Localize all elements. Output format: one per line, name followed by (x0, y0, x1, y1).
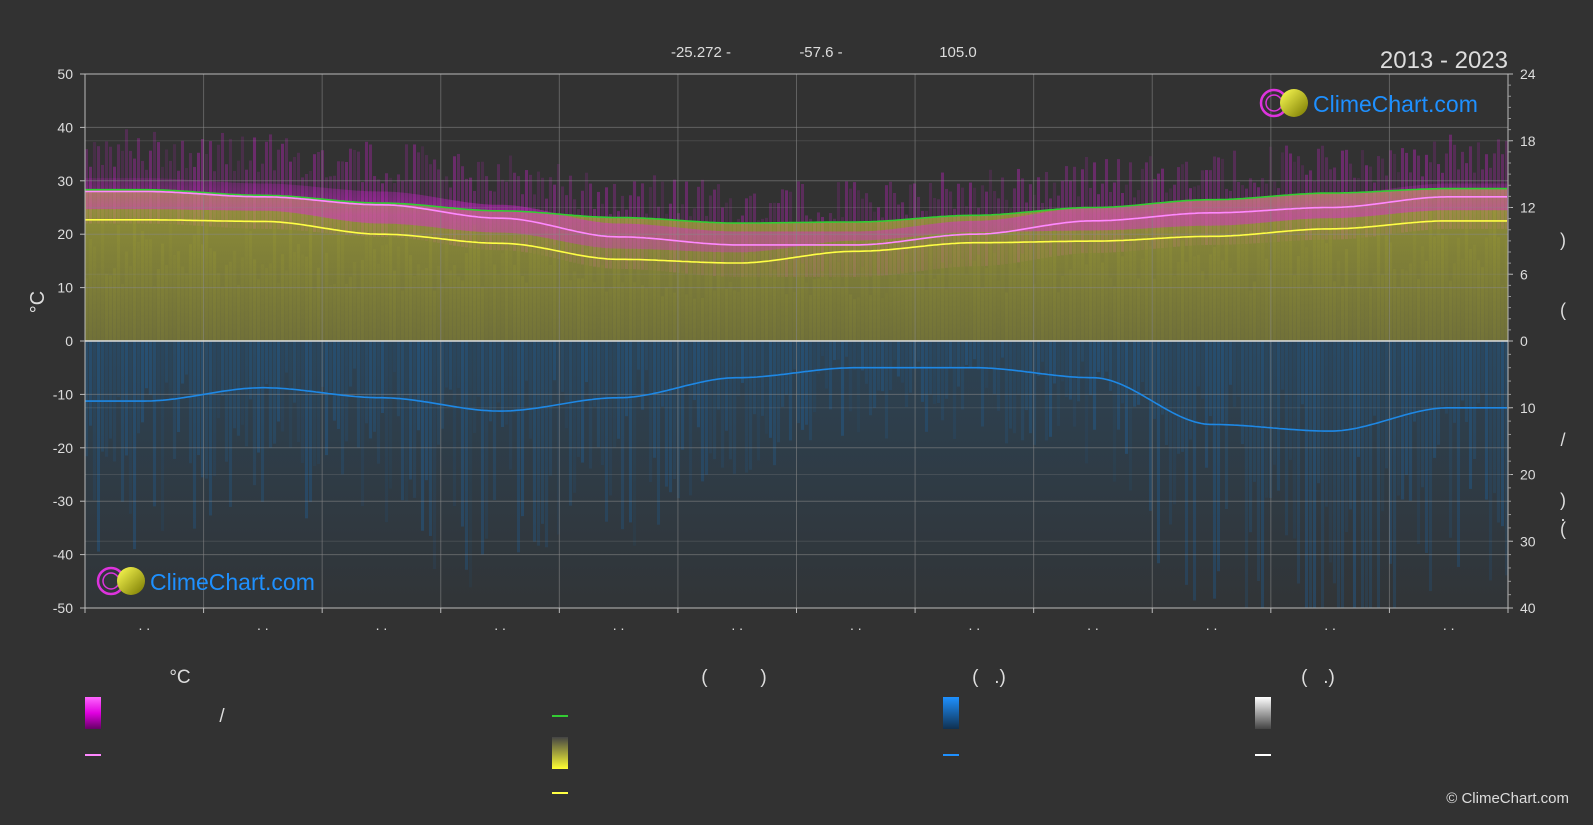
right-tick-label-precip: 30 (1520, 533, 1536, 549)
header-longitude: -57.6 - (799, 44, 842, 61)
daily-temp-bar (509, 155, 512, 251)
right-tick-label-hours: 0 (1520, 333, 1528, 349)
daily-temp-bar (457, 153, 460, 247)
brand-logo-bottom: ClimeChart.com (96, 566, 315, 596)
legend-header-temperature: °C (169, 667, 190, 688)
month-tick-label: . . (257, 617, 269, 633)
left-tick-label: 10 (57, 280, 73, 296)
right-tick-label-precip: 40 (1520, 600, 1536, 616)
daily-temp-bar (269, 134, 272, 229)
y-axis-left-label: °C (27, 291, 49, 313)
brand-logo-top: ClimeChart.com (1259, 88, 1478, 118)
left-tick-label: 50 (57, 66, 73, 82)
right-axis-bottom-mark-1: / (1560, 430, 1565, 450)
month-tick-label: . . (138, 617, 150, 633)
right-axis-top-mark-1: ) (1560, 230, 1566, 250)
right-axis-top-mark-2: ( (1560, 300, 1566, 320)
axes: 50 40 30 20 10 0 -10 -20 -30 -40 -50 24 18 12 6 0 10 20 30… (53, 66, 1536, 633)
right-tick-label-hours: 12 (1520, 200, 1536, 216)
right-tick-label-precip: 10 (1520, 400, 1536, 416)
month-tick-label: . . (969, 617, 981, 633)
daily-temp-bar (365, 141, 368, 237)
right-axis-bottom-mark-4: ( (1560, 519, 1566, 539)
legend-swatch-snow (1255, 697, 1271, 729)
daily-temp-bar (241, 136, 244, 229)
left-tick-label: -10 (53, 386, 73, 402)
daily-temp-bar (421, 146, 424, 241)
legend-header-sun: ( ) (701, 667, 766, 688)
legend-swatch-temp-range (85, 697, 101, 729)
left-tick-label: 30 (57, 173, 73, 189)
right-tick-label-hours: 24 (1520, 66, 1536, 82)
right-tick-label-hours: 6 (1520, 266, 1528, 282)
series-line-max-temp (85, 190, 1507, 246)
daily-temp-bar (153, 131, 156, 224)
daily-temp-bar (1149, 156, 1152, 250)
series-line-daylight (85, 187, 1507, 224)
legend-header-snow: ( .) (1301, 667, 1335, 688)
left-tick-label: -50 (53, 600, 73, 616)
series-line-precip (85, 366, 1507, 432)
daily-temp-bar (253, 137, 256, 229)
legend-swatch-sunshine (552, 737, 568, 769)
daily-temp-bar (1285, 145, 1288, 242)
right-tick-label-hours: 18 (1520, 133, 1536, 149)
series-lines (85, 187, 1507, 432)
legend-swatch-precip (943, 697, 959, 729)
left-tick-label: 0 (65, 333, 73, 349)
month-tick-label: . . (1087, 617, 1099, 633)
daily-temp-bar (1105, 159, 1108, 253)
left-tick-label: 40 (57, 119, 73, 135)
series-line-min-temp (85, 219, 1507, 264)
month-tick-label: . . (613, 617, 625, 633)
right-axis-bottom-mark-3: · (1560, 509, 1566, 529)
right-axis-bottom-mark-2: ) (1560, 490, 1566, 510)
daily-temp-bar (405, 144, 408, 239)
daily-temp-bar (369, 144, 372, 237)
daily-temp-bar (1449, 134, 1452, 229)
month-tick-label: . . (376, 617, 388, 633)
logo-sun-icon (1280, 89, 1308, 117)
daily-temp-bar (413, 144, 416, 240)
month-tick-label: . . (1324, 617, 1336, 633)
daily-temp-bar (1085, 157, 1088, 254)
daily-temp-bar (221, 132, 224, 228)
daily-temp-bar (557, 163, 560, 260)
right-tick-label-precip: 20 (1520, 467, 1536, 483)
month-tick-label: . . (1443, 617, 1455, 633)
left-tick-label: -40 (53, 547, 73, 563)
logo-sun-icon (117, 567, 145, 595)
month-tick-label: . . (1206, 617, 1218, 633)
header-latitude: -25.272 - (671, 44, 731, 61)
month-tick-label: . . (850, 617, 862, 633)
month-tick-label: . . (494, 617, 506, 633)
daily-temp-bar (285, 138, 288, 230)
month-tick-label: . . (731, 617, 743, 633)
legend-temp-range-label: / (219, 706, 225, 727)
left-tick-label: 20 (57, 226, 73, 242)
daily-temp-bar (1117, 159, 1120, 253)
daily-temp-bar (1233, 150, 1236, 245)
copyright: © ClimeChart.com (1446, 790, 1569, 807)
year-range: 2013 - 2023 (1380, 47, 1508, 74)
brand-name-top: ClimeChart.com (1313, 91, 1478, 117)
logo-ring-inner-icon (1265, 94, 1283, 112)
left-tick-label: -20 (53, 440, 73, 456)
daily-temp-bar (125, 129, 128, 224)
legend-header-rain: ( .) (972, 667, 1006, 688)
left-tick-label: -30 (53, 493, 73, 509)
header-elevation: 105.0 (939, 44, 977, 61)
brand-name-bottom: ClimeChart.com (150, 569, 315, 595)
